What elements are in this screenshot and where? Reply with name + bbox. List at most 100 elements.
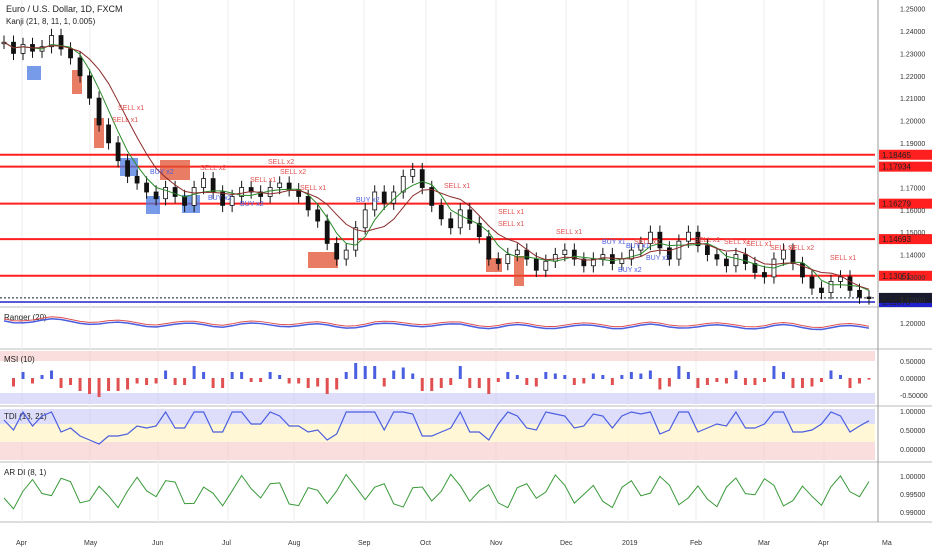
level-badge xyxy=(879,234,932,245)
candle-body xyxy=(191,187,197,206)
candle-body xyxy=(20,44,26,54)
msi-bar xyxy=(306,378,310,388)
msi-bar xyxy=(762,378,766,382)
sell-signal-label: SELL x2 xyxy=(634,239,660,246)
candle-body xyxy=(144,182,149,193)
sell-signal-label: SELL x1 xyxy=(830,255,856,262)
candle-body xyxy=(343,249,349,260)
candle-body xyxy=(210,178,216,193)
time-tick-label: Apr xyxy=(818,540,830,547)
msi-bar xyxy=(287,378,291,384)
level-badge-label: 1.13051 xyxy=(882,272,911,281)
buy-signal-label: BUY x2 xyxy=(150,169,174,176)
candle-body xyxy=(429,187,435,206)
candle-body xyxy=(838,276,843,282)
sell-signal-label: SELL x1 xyxy=(498,221,524,228)
price-tick-label: 1.24000 xyxy=(900,29,925,36)
msi-bar xyxy=(354,363,358,379)
candle-body xyxy=(400,175,406,193)
candle-body xyxy=(305,196,311,211)
candle-body xyxy=(201,178,207,188)
price-tick-label: 1.16000 xyxy=(900,208,925,215)
candle-body xyxy=(277,182,283,188)
candle-body xyxy=(866,296,872,299)
ranger-line-blue xyxy=(3,318,870,331)
sell-signal-label: SELL x1 xyxy=(694,237,720,244)
candle-body xyxy=(495,258,501,264)
msi-bar xyxy=(12,378,16,387)
msi-bar xyxy=(639,373,643,379)
buy-signal-label: BUY x2 xyxy=(646,255,670,262)
level-badge-label: 1.17934 xyxy=(882,163,911,172)
signal-box xyxy=(94,118,104,148)
msi-bar xyxy=(458,366,462,379)
candle-body xyxy=(762,272,767,278)
panel-tick-label: 0.99500 xyxy=(900,492,925,499)
msi-bar xyxy=(629,372,633,379)
candle-body xyxy=(372,191,378,211)
msi-bar xyxy=(211,378,215,388)
candle-body xyxy=(676,240,682,260)
msi-bar xyxy=(449,378,453,385)
msi-bar xyxy=(88,378,92,394)
tdi-lower-band xyxy=(0,442,875,460)
candle-body xyxy=(809,276,815,289)
panel-tick-label: 0.50000 xyxy=(900,428,925,435)
sell-signal-label: SELL x1 xyxy=(250,177,276,184)
sell-signal-label: SELL x1 xyxy=(498,209,524,216)
time-tick-label: Mar xyxy=(758,540,771,547)
msi-bar xyxy=(126,378,130,390)
time-tick-label: Jun xyxy=(152,540,163,547)
candle-body xyxy=(153,191,159,200)
time-tick-label: May xyxy=(84,540,98,547)
candle-body xyxy=(125,160,130,177)
time-tick-label: Oct xyxy=(420,540,431,547)
sell-signal-label: SELL x1 xyxy=(300,185,326,192)
candle-body xyxy=(381,191,387,204)
sell-signal-label: SELL x2 xyxy=(200,165,226,172)
msi-bar xyxy=(506,372,510,379)
candle-body xyxy=(68,48,73,59)
candle-body xyxy=(106,124,111,144)
sell-signal-label: SELL x1 xyxy=(746,241,772,248)
candle-body xyxy=(96,97,102,126)
msi-bar xyxy=(791,378,795,388)
msi-bar xyxy=(154,378,158,384)
msi-bar xyxy=(59,378,63,388)
msi-bar xyxy=(715,378,719,382)
candle-body xyxy=(695,231,701,247)
chart-title: Euro / U.S. Dollar, 1D, FXCM xyxy=(6,4,123,14)
candle-body xyxy=(182,196,188,206)
buy-signal-label: BUY x2 xyxy=(208,195,232,202)
candle-body xyxy=(743,254,748,264)
candle-body xyxy=(49,35,54,48)
msi-bar xyxy=(772,366,776,379)
tdi-upper-band xyxy=(0,409,875,424)
msi-bar xyxy=(582,378,586,384)
msi-bar xyxy=(857,378,861,384)
candle-body xyxy=(666,247,672,260)
price-tick-label: 1.23000 xyxy=(900,51,925,58)
candle-body xyxy=(505,254,511,264)
candle-body xyxy=(486,236,492,260)
msi-bar xyxy=(487,378,491,394)
candle-body xyxy=(410,169,416,177)
panel-title: Ranger (20) xyxy=(4,313,47,322)
candle-body xyxy=(724,258,729,267)
msi-lower-band xyxy=(0,393,875,404)
time-tick-label: Sep xyxy=(358,540,371,547)
panel-tick-label: 1.00000 xyxy=(900,474,925,481)
msi-bar xyxy=(164,370,168,379)
panel-tick-label: 0.00000 xyxy=(900,447,925,454)
msi-bar xyxy=(325,378,329,394)
msi-bar xyxy=(363,366,367,379)
ranger-line-red xyxy=(3,316,870,328)
candle-body xyxy=(87,75,92,99)
sell-signal-label: SELL x2 xyxy=(268,159,294,166)
msi-bar xyxy=(439,378,443,388)
time-tick-label: Dec xyxy=(560,540,573,547)
msi-bar xyxy=(477,378,481,388)
buy-signal-label: BUY x2 xyxy=(240,201,264,208)
candle-body xyxy=(533,258,539,271)
